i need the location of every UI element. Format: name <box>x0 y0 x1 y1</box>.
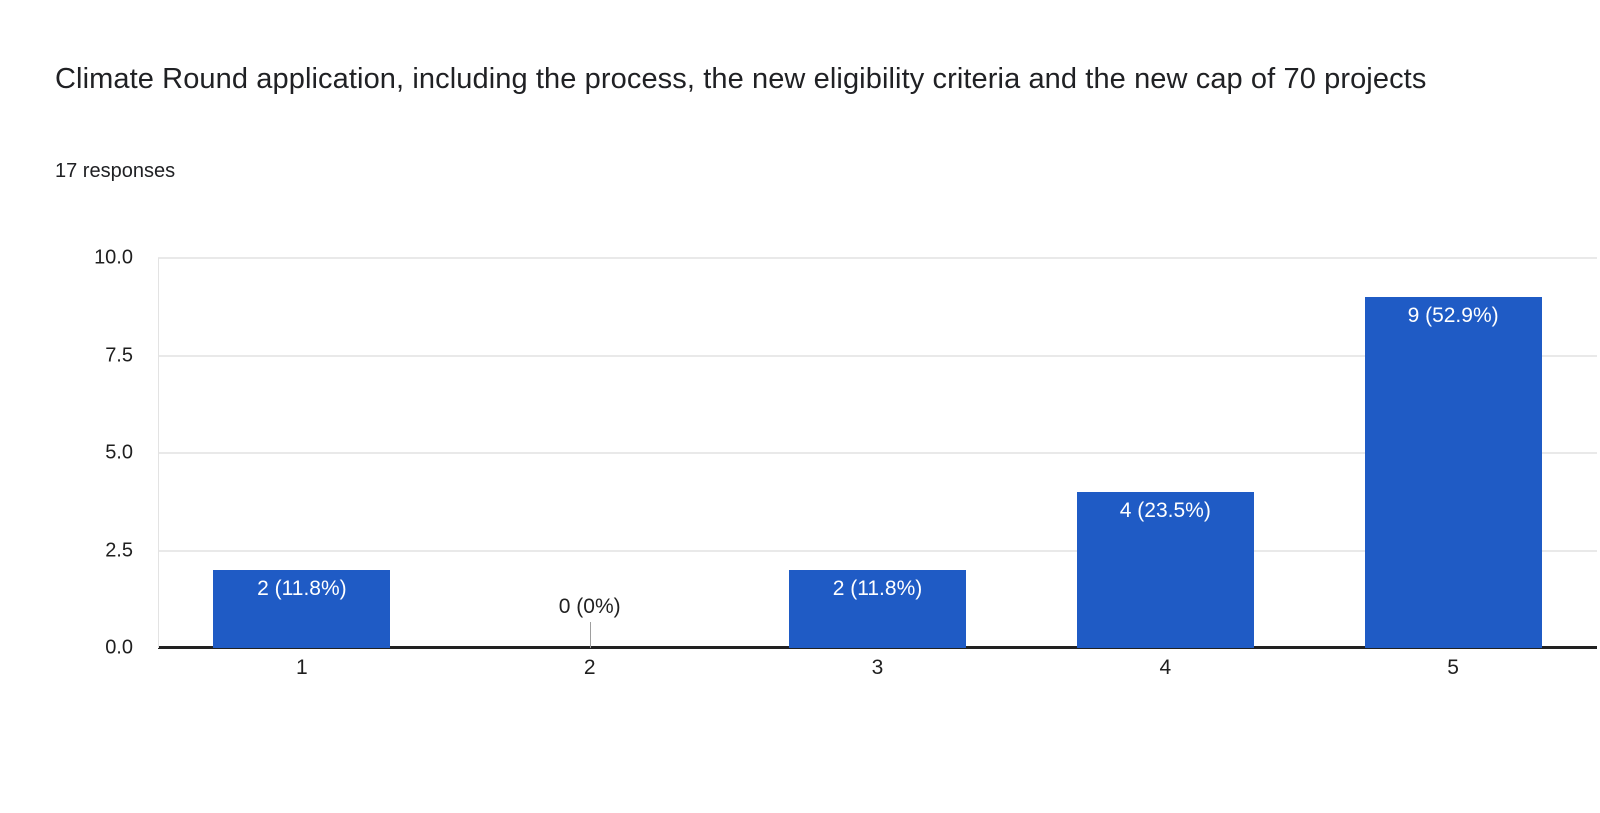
zero-value-tick <box>589 622 591 648</box>
bar-category-3 <box>789 570 966 648</box>
gridline <box>158 257 1597 259</box>
bar-category-1 <box>213 570 391 648</box>
bar-value-label: 4 (23.5%) <box>1119 499 1211 522</box>
x-tick-label: 5 <box>1447 656 1459 679</box>
y-tick-label: 5.0 <box>105 441 133 464</box>
bar-value-label: 0 (0%) <box>558 595 621 618</box>
question-title: Climate Round application, including the… <box>55 63 1427 95</box>
y-axis-line <box>158 258 159 648</box>
gridline <box>158 549 1597 552</box>
x-tick-label: 2 <box>583 656 596 679</box>
x-tick-label: 4 <box>1159 656 1172 679</box>
y-tick-label: 0.0 <box>105 636 133 659</box>
responses-count: 17 responses <box>55 160 176 182</box>
y-tick-label: 7.5 <box>105 344 133 366</box>
bar-category-5 <box>1364 297 1542 648</box>
bar-value-label: 9 (52.9%) <box>1407 304 1499 327</box>
gridline <box>158 354 1597 357</box>
y-tick-label: 2.5 <box>105 539 133 561</box>
x-tick-label: 1 <box>296 656 308 679</box>
bar-category-4 <box>1076 492 1254 648</box>
gridline <box>158 452 1597 454</box>
bar-value-label: 2 (11.8%) <box>832 577 923 600</box>
y-tick-label: 10.0 <box>94 246 133 269</box>
x-tick-label: 3 <box>871 656 884 679</box>
bar-value-label: 2 (11.8%) <box>257 577 347 600</box>
